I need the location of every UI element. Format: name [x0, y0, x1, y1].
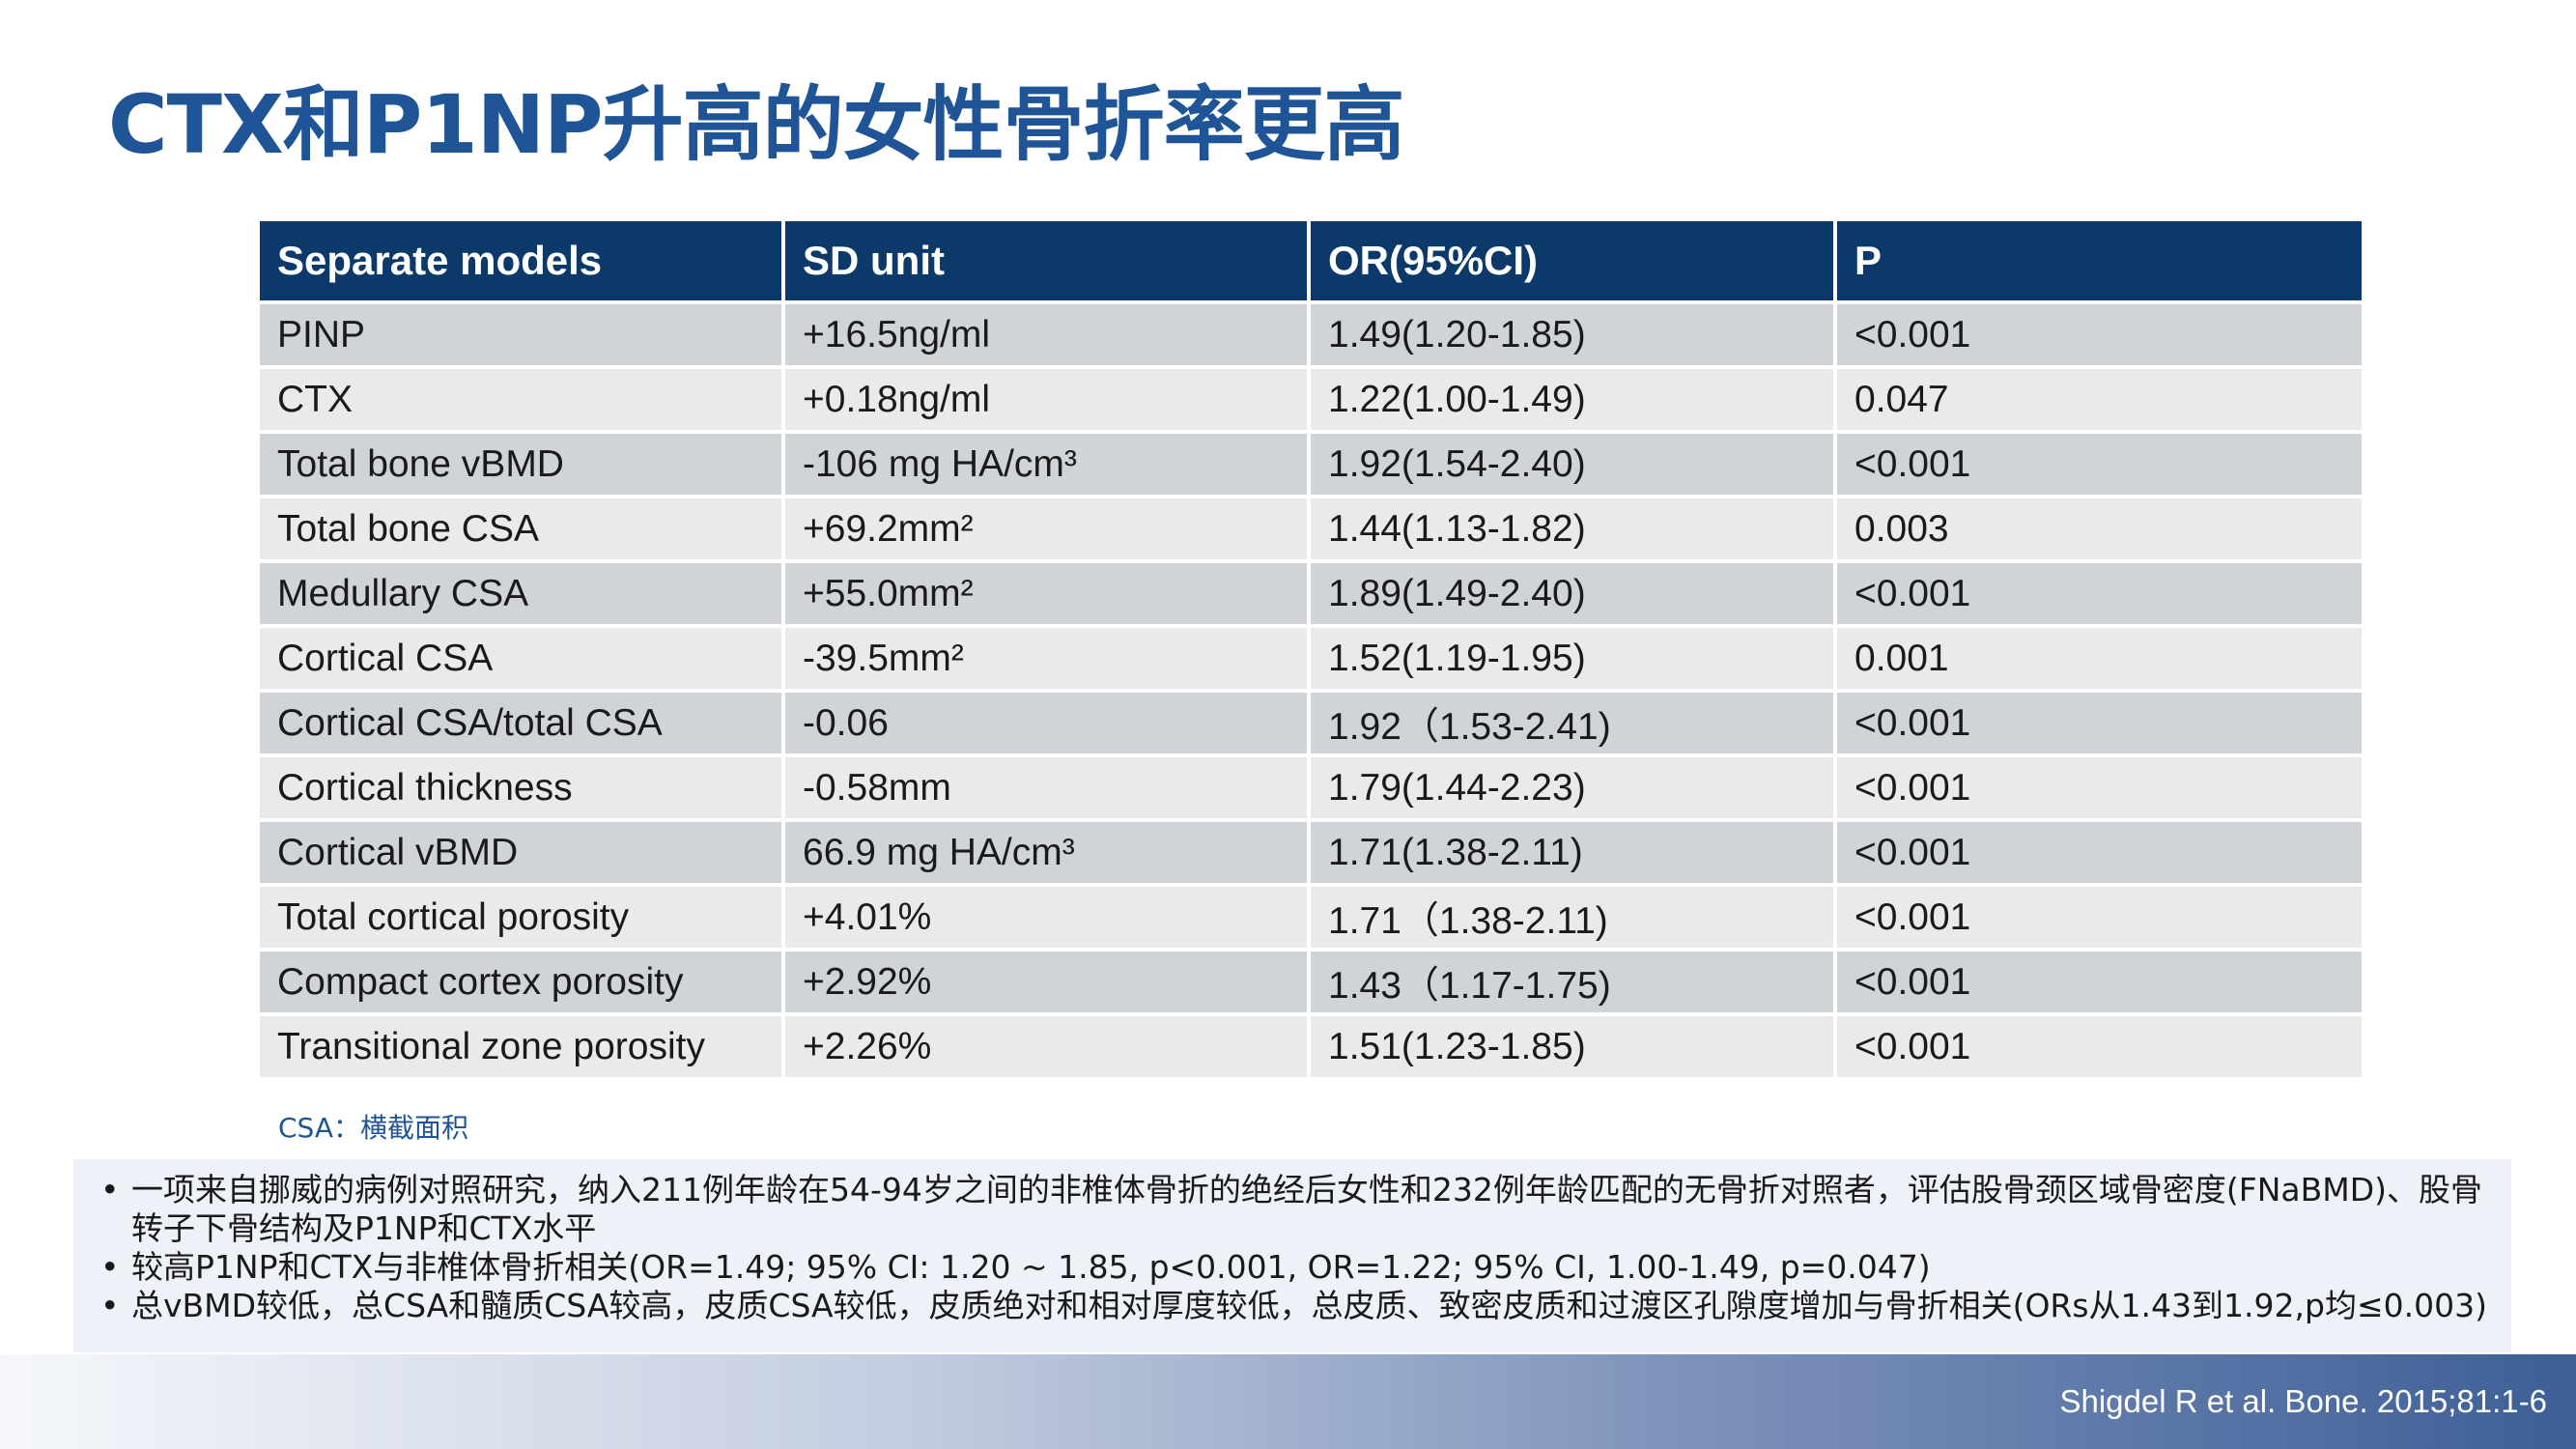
bullet-icon: •: [100, 1171, 120, 1208]
cell-p: 0.003: [1837, 498, 2362, 559]
cell-model: Medullary CSA: [260, 563, 781, 624]
cell-or-ci: 1.89(1.49-2.40): [1311, 563, 1833, 624]
table-row: Total cortical porosity +4.01% 1.71（1.38…: [260, 887, 2362, 948]
note-item: • 一项来自挪威的病例对照研究，纳入211例年龄在54-94岁之间的非椎体骨折的…: [93, 1171, 2492, 1248]
bullet-icon: •: [100, 1248, 120, 1286]
cell-p: <0.001: [1837, 304, 2362, 365]
header-separate-models: Separate models: [260, 221, 781, 300]
table-row: Cortical vBMD 66.9 mg HA/cm³ 1.71(1.38-2…: [260, 822, 2362, 883]
cell-sd-unit: -0.06: [785, 693, 1307, 753]
table-row: CTX +0.18ng/ml 1.22(1.00-1.49) 0.047: [260, 369, 2362, 430]
cell-model: Total bone vBMD: [260, 434, 781, 495]
cell-p: <0.001: [1837, 693, 2362, 753]
cell-sd-unit: +4.01%: [785, 887, 1307, 948]
note-text: 总vBMD较低，总CSA和髓质CSA较高，皮质CSA较低，皮质绝对和相对厚度较低…: [131, 1287, 2487, 1324]
table-row: Total bone CSA +69.2mm² 1.44(1.13-1.82) …: [260, 498, 2362, 559]
cell-or-ci: 1.79(1.44-2.23): [1311, 757, 1833, 818]
table-row: Cortical thickness -0.58mm 1.79(1.44-2.2…: [260, 757, 2362, 818]
cell-model: Compact cortex porosity: [260, 952, 781, 1012]
cell-or-ci: 1.43（1.17-1.75): [1311, 952, 1833, 1012]
cell-p: <0.001: [1837, 1016, 2362, 1077]
table-row: Medullary CSA +55.0mm² 1.89(1.49-2.40) <…: [260, 563, 2362, 624]
cell-p: 0.047: [1837, 369, 2362, 430]
table-row: Compact cortex porosity +2.92% 1.43（1.17…: [260, 952, 2362, 1012]
bullet-icon: •: [100, 1287, 120, 1324]
cell-sd-unit: +2.92%: [785, 952, 1307, 1012]
cell-p: <0.001: [1837, 822, 2362, 883]
table-header-row: Separate models SD unit OR(95%CI) P: [260, 221, 2362, 300]
table-row: Total bone vBMD -106 mg HA/cm³ 1.92(1.54…: [260, 434, 2362, 495]
header-or-ci: OR(95%CI): [1311, 221, 1833, 300]
cell-sd-unit: -106 mg HA/cm³: [785, 434, 1307, 495]
footer-band: [0, 1354, 2576, 1449]
cell-model: Cortical vBMD: [260, 822, 781, 883]
table-row: Transitional zone porosity +2.26% 1.51(1…: [260, 1016, 2362, 1077]
cell-model: Cortical CSA/total CSA: [260, 693, 781, 753]
cell-model: Cortical CSA: [260, 628, 781, 689]
header-p: P: [1837, 221, 2362, 300]
table-row: Cortical CSA -39.5mm² 1.52(1.19-1.95) 0.…: [260, 628, 2362, 689]
cell-sd-unit: +69.2mm²: [785, 498, 1307, 559]
cell-model: CTX: [260, 369, 781, 430]
summary-notes: • 一项来自挪威的病例对照研究，纳入211例年龄在54-94岁之间的非椎体骨折的…: [73, 1159, 2511, 1352]
cell-model: Total cortical porosity: [260, 887, 781, 948]
cell-p: <0.001: [1837, 563, 2362, 624]
table-row: Cortical CSA/total CSA -0.06 1.92（1.53-2…: [260, 693, 2362, 753]
note-item: • 较高P1NP和CTX与非椎体骨折相关(OR=1.49; 95% CI: 1.…: [93, 1248, 2492, 1287]
cell-model: PINP: [260, 304, 781, 365]
cell-p: <0.001: [1837, 757, 2362, 818]
cell-model: Cortical thickness: [260, 757, 781, 818]
cell-model: Transitional zone porosity: [260, 1016, 781, 1077]
cell-sd-unit: -39.5mm²: [785, 628, 1307, 689]
cell-p: <0.001: [1837, 887, 2362, 948]
cell-model: Total bone CSA: [260, 498, 781, 559]
cell-sd-unit: +0.18ng/ml: [785, 369, 1307, 430]
table-row: PINP +16.5ng/ml 1.49(1.20-1.85) <0.001: [260, 304, 2362, 365]
csa-footnote: CSA：横截面积: [278, 1112, 468, 1144]
note-item: • 总vBMD较低，总CSA和髓质CSA较高，皮质CSA较低，皮质绝对和相对厚度…: [93, 1287, 2492, 1325]
cell-or-ci: 1.49(1.20-1.85): [1311, 304, 1833, 365]
header-sd-unit: SD unit: [785, 221, 1307, 300]
cell-or-ci: 1.71（1.38-2.11): [1311, 887, 1833, 948]
cell-sd-unit: -0.58mm: [785, 757, 1307, 818]
cell-sd-unit: +2.26%: [785, 1016, 1307, 1077]
cell-p: 0.001: [1837, 628, 2362, 689]
slide-title: CTX和P1NP升高的女性骨折率更高: [108, 77, 1405, 172]
cell-p: <0.001: [1837, 952, 2362, 1012]
cell-sd-unit: +16.5ng/ml: [785, 304, 1307, 365]
cell-or-ci: 1.44(1.13-1.82): [1311, 498, 1833, 559]
citation: Shigdel R et al. Bone. 2015;81:1-6: [2059, 1383, 2547, 1419]
or-table: Separate models SD unit OR(95%CI) P PINP…: [256, 217, 2365, 1081]
cell-or-ci: 1.22(1.00-1.49): [1311, 369, 1833, 430]
cell-p: <0.001: [1837, 434, 2362, 495]
cell-or-ci: 1.51(1.23-1.85): [1311, 1016, 1833, 1077]
cell-sd-unit: +55.0mm²: [785, 563, 1307, 624]
note-text: 较高P1NP和CTX与非椎体骨折相关(OR=1.49; 95% CI: 1.20…: [131, 1248, 1931, 1286]
cell-or-ci: 1.52(1.19-1.95): [1311, 628, 1833, 689]
note-text: 一项来自挪威的病例对照研究，纳入211例年龄在54-94岁之间的非椎体骨折的绝经…: [131, 1171, 2483, 1247]
cell-sd-unit: 66.9 mg HA/cm³: [785, 822, 1307, 883]
cell-or-ci: 1.92（1.53-2.41): [1311, 693, 1833, 753]
cell-or-ci: 1.71(1.38-2.11): [1311, 822, 1833, 883]
cell-or-ci: 1.92(1.54-2.40): [1311, 434, 1833, 495]
